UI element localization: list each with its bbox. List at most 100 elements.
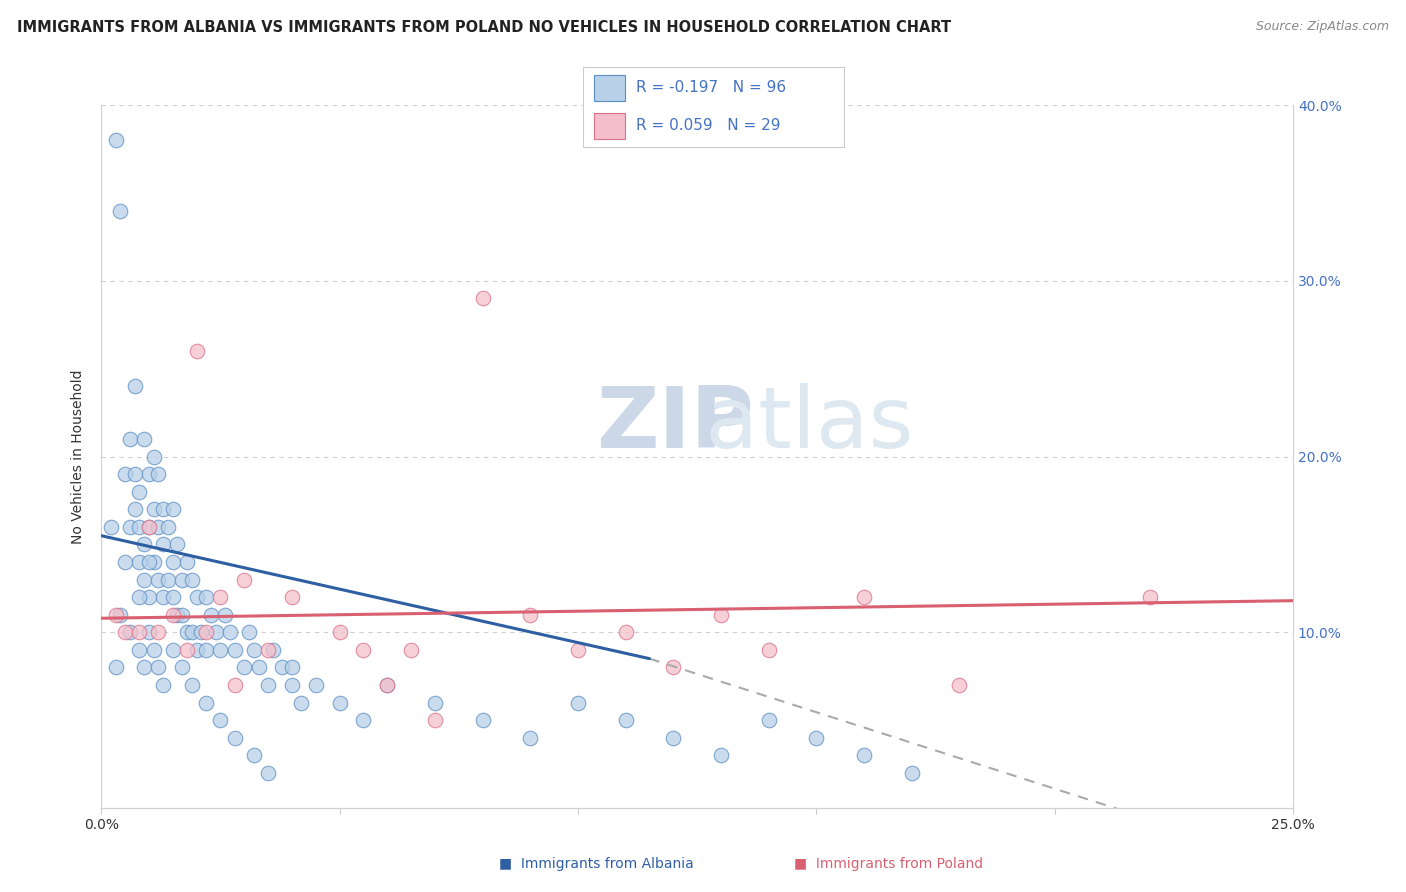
Point — [118, 625, 141, 640]
Point — [900, 765, 922, 780]
Point — [162, 643, 184, 657]
Point — [162, 555, 184, 569]
Point — [758, 643, 780, 657]
Point — [204, 625, 226, 640]
Point — [662, 660, 685, 674]
Text: Source: ZipAtlas.com: Source: ZipAtlas.com — [1256, 20, 1389, 33]
Point — [305, 678, 328, 692]
Point — [166, 607, 188, 622]
Point — [209, 590, 232, 604]
Point — [104, 660, 127, 674]
Point — [162, 607, 184, 622]
Point — [134, 573, 156, 587]
Point — [172, 607, 194, 622]
Point — [853, 748, 876, 763]
Point — [195, 590, 218, 604]
Point — [399, 643, 422, 657]
Point — [148, 660, 170, 674]
Point — [138, 555, 160, 569]
Point — [110, 607, 132, 622]
Point — [110, 203, 132, 218]
Point — [142, 555, 165, 569]
Point — [118, 432, 141, 446]
Point — [281, 590, 304, 604]
Point — [471, 713, 494, 727]
Point — [519, 607, 541, 622]
Point — [329, 625, 352, 640]
FancyBboxPatch shape — [593, 75, 626, 101]
Point — [1139, 590, 1161, 604]
Point — [214, 607, 236, 622]
Point — [138, 590, 160, 604]
Point — [190, 625, 212, 640]
Point — [142, 643, 165, 657]
Point — [128, 625, 150, 640]
Point — [114, 625, 136, 640]
Point — [186, 344, 208, 359]
Point — [290, 696, 312, 710]
Point — [209, 643, 232, 657]
Point — [242, 748, 264, 763]
Point — [423, 696, 446, 710]
Point — [114, 555, 136, 569]
Point — [352, 713, 374, 727]
Point — [375, 678, 398, 692]
Point — [519, 731, 541, 745]
Point — [257, 765, 280, 780]
Point — [710, 748, 733, 763]
Point — [352, 643, 374, 657]
Point — [128, 520, 150, 534]
Point — [423, 713, 446, 727]
Point — [233, 660, 256, 674]
Text: R = -0.197   N = 96: R = -0.197 N = 96 — [636, 80, 786, 95]
Point — [152, 590, 174, 604]
Point — [156, 520, 179, 534]
Point — [138, 520, 160, 534]
Point — [758, 713, 780, 727]
Point — [224, 643, 246, 657]
Text: IMMIGRANTS FROM ALBANIA VS IMMIGRANTS FROM POLAND NO VEHICLES IN HOUSEHOLD CORRE: IMMIGRANTS FROM ALBANIA VS IMMIGRANTS FR… — [17, 20, 950, 35]
FancyBboxPatch shape — [593, 113, 626, 139]
Point — [162, 502, 184, 516]
Point — [806, 731, 828, 745]
Point — [142, 502, 165, 516]
Point — [219, 625, 242, 640]
Point — [138, 625, 160, 640]
Point — [180, 625, 202, 640]
Point — [104, 133, 127, 147]
Point — [138, 467, 160, 482]
Point — [128, 484, 150, 499]
Point — [148, 625, 170, 640]
Point — [238, 625, 260, 640]
Point — [247, 660, 270, 674]
Point — [471, 292, 494, 306]
Point — [257, 643, 280, 657]
Point — [124, 467, 146, 482]
Point — [114, 467, 136, 482]
Point — [152, 502, 174, 516]
Point — [176, 625, 198, 640]
Point — [180, 573, 202, 587]
Y-axis label: No Vehicles in Household: No Vehicles in Household — [72, 369, 86, 544]
Point — [662, 731, 685, 745]
Point — [200, 607, 222, 622]
Point — [162, 590, 184, 604]
Point — [148, 520, 170, 534]
Point — [242, 643, 264, 657]
Point — [156, 573, 179, 587]
Point — [180, 678, 202, 692]
Point — [614, 713, 637, 727]
Point — [134, 660, 156, 674]
Point — [375, 678, 398, 692]
Point — [614, 625, 637, 640]
Point — [172, 660, 194, 674]
Point — [138, 520, 160, 534]
Point — [233, 573, 256, 587]
Text: ■  Immigrants from Albania: ■ Immigrants from Albania — [499, 856, 695, 871]
Point — [224, 731, 246, 745]
Point — [262, 643, 284, 657]
Point — [271, 660, 294, 674]
Point — [224, 678, 246, 692]
Point — [128, 590, 150, 604]
Point — [128, 643, 150, 657]
